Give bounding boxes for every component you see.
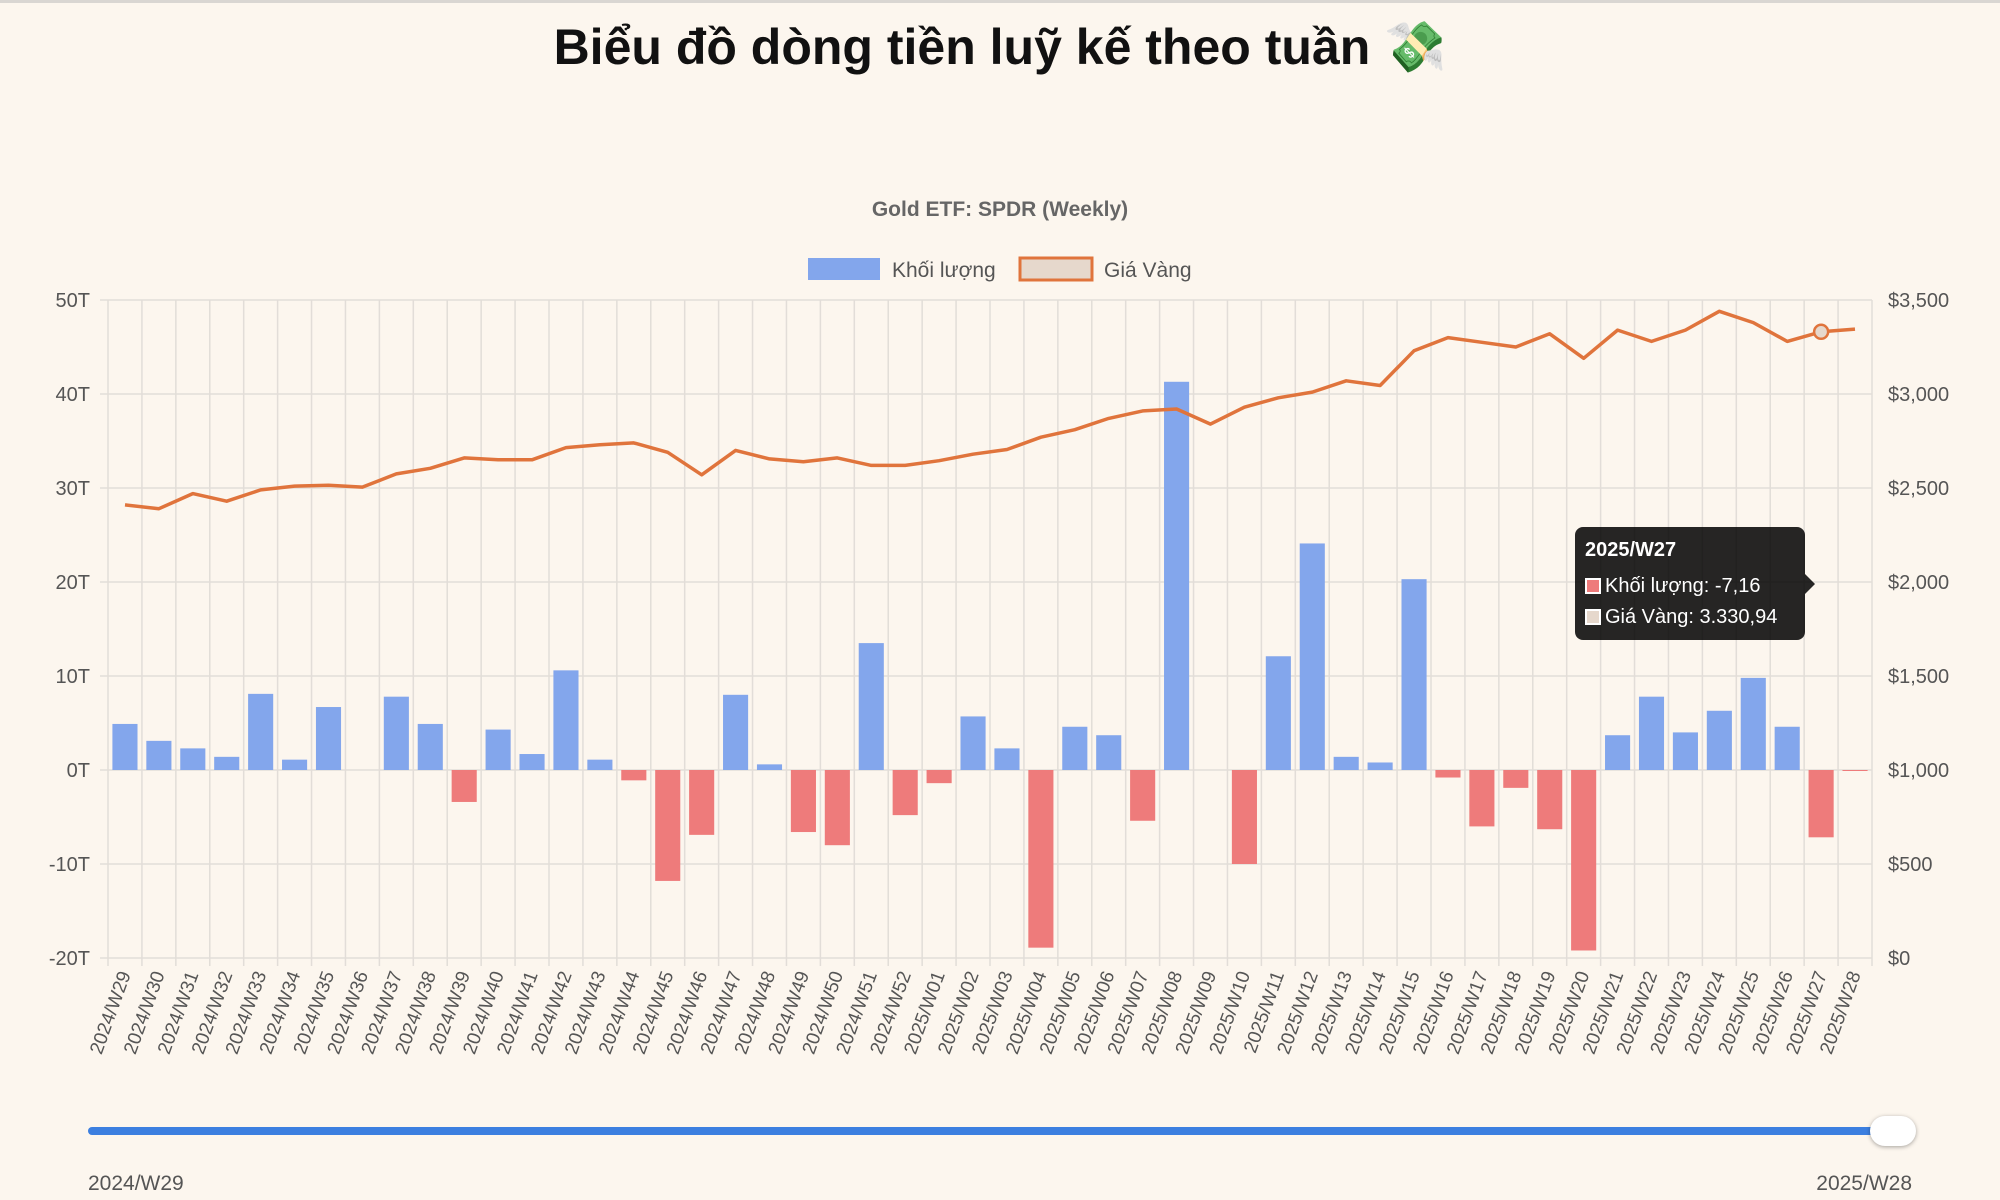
y-right-tick-label: $2,500 — [1888, 478, 1949, 500]
y-right-tick-label: $500 — [1888, 854, 1933, 876]
volume-bar — [1265, 656, 1291, 770]
volume-bar — [315, 707, 342, 770]
volume-bar — [723, 694, 749, 770]
volume-bar — [1469, 770, 1495, 827]
volume-bar — [1231, 770, 1257, 864]
volume-bar — [417, 723, 443, 770]
legend-gold-swatch[interactable] — [1018, 256, 1094, 282]
volume-bars — [112, 381, 1868, 951]
date-range-slider-track[interactable] — [88, 1127, 1878, 1135]
volume-bar — [485, 729, 511, 770]
volume-bar — [214, 756, 240, 770]
volume-bar — [1028, 770, 1054, 948]
volume-bar — [248, 693, 274, 770]
volume-bar — [1333, 756, 1359, 770]
volume-bar — [1638, 696, 1665, 770]
y-left-tick-label: 20T — [56, 572, 90, 594]
volume-bar — [1096, 735, 1122, 770]
y-left-tick-label: 50T — [56, 290, 90, 312]
volume-bar — [756, 764, 783, 770]
volume-bar — [1130, 770, 1156, 821]
y-right-tick-label: $1,000 — [1888, 760, 1949, 782]
tooltip-gold-swatch — [1585, 609, 1601, 625]
chart-axes: -20T $0 -10T $500 0T $1,000 10T $1,500 20T $2,000… — [49, 290, 1949, 1057]
range-start-label: 2024/W29 — [88, 1172, 184, 1195]
legend-volume-swatch[interactable] — [808, 258, 880, 280]
volume-bar — [1706, 710, 1732, 770]
volume-bar — [1503, 770, 1529, 788]
volume-bar — [146, 740, 172, 770]
volume-bar — [824, 770, 850, 846]
y-left-tick-label: 40T — [56, 384, 90, 406]
volume-bar — [1740, 677, 1766, 770]
volume-bar — [621, 770, 647, 781]
tooltip-gold-row: Giá Vàng: 3.330,94 — [1585, 606, 1777, 629]
tooltip-gold-text: Giá Vàng: 3.330,94 — [1605, 606, 1778, 628]
volume-bar — [858, 643, 884, 770]
volume-bar — [655, 770, 681, 881]
volume-bar — [112, 723, 138, 770]
legend-gold-label[interactable]: Giá Vàng — [1104, 259, 1192, 282]
volume-bar — [1062, 726, 1088, 770]
page-title: Biểu đồ dòng tiền luỹ kế theo tuần 💸 — [553, 19, 1447, 75]
y-left-tick-label: 0T — [67, 760, 90, 782]
volume-bar — [1537, 770, 1563, 830]
volume-bar — [553, 670, 579, 770]
volume-bar — [1401, 579, 1427, 770]
volume-bar — [180, 748, 206, 770]
tooltip-title: 2025/W27 — [1585, 539, 1677, 561]
gold-price-line-layer — [124, 309, 1856, 511]
gold-price-line — [124, 309, 1856, 511]
volume-bar — [1571, 770, 1597, 951]
y-left-tick-label: -10T — [49, 854, 90, 876]
y-left-tick-label: 10T — [56, 666, 90, 688]
volume-bar — [960, 716, 986, 770]
volume-bar — [926, 770, 952, 784]
volume-bar — [1672, 732, 1698, 770]
y-left-tick-label: 30T — [56, 478, 90, 500]
volume-bar — [282, 759, 308, 770]
volume-bar — [1299, 543, 1325, 770]
volume-bar — [383, 696, 409, 770]
volume-bar — [1842, 770, 1868, 771]
volume-bar — [1435, 770, 1461, 778]
chart-title: Gold ETF: SPDR (Weekly) — [872, 198, 1128, 221]
volume-bar — [1164, 381, 1190, 770]
volume-bar — [451, 770, 477, 802]
chart-legend: Khối lượng Giá Vàng — [808, 256, 1192, 282]
tooltip-volume-row: Khối lượng: -7,16 — [1585, 575, 1760, 598]
volume-bar — [892, 770, 918, 816]
volume-bar — [587, 759, 613, 770]
y-right-tick-label: $3,000 — [1888, 384, 1949, 406]
volume-bar — [689, 770, 715, 835]
y-left-tick-label: -20T — [49, 948, 90, 970]
volume-bar — [1605, 735, 1631, 770]
y-right-tick-label: $2,000 — [1888, 572, 1949, 594]
volume-bar — [519, 754, 545, 770]
legend-volume-label[interactable]: Khối lượng — [892, 259, 996, 282]
volume-bar — [1808, 770, 1834, 838]
volume-bar — [790, 770, 816, 833]
volume-bar — [1367, 762, 1393, 770]
gold-price-hover-point — [1812, 323, 1830, 341]
volume-bar — [1774, 726, 1800, 770]
y-right-tick-label: $3,500 — [1888, 290, 1949, 312]
range-end-label: 2025/W28 — [1816, 1172, 1912, 1195]
date-range-slider-handle[interactable] — [1870, 1116, 1916, 1146]
tooltip-volume-text: Khối lượng: -7,16 — [1605, 575, 1761, 597]
y-right-tick-label: $1,500 — [1888, 666, 1949, 688]
y-right-tick-label: $0 — [1888, 948, 1910, 970]
chart-tooltip: 2025/W27 Khối lượng: -7,16 Giá Vàng: 3.3… — [1575, 527, 1815, 640]
top-divider — [0, 0, 2000, 3]
volume-bar — [994, 748, 1020, 770]
tooltip-volume-swatch — [1585, 578, 1601, 594]
